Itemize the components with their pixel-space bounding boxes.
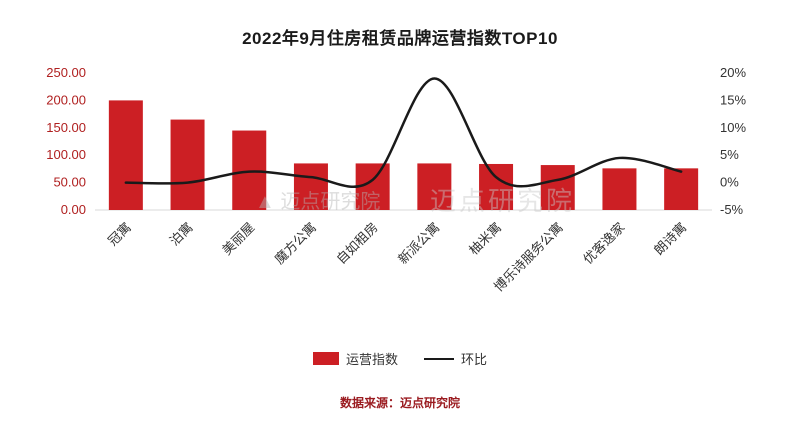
- left-axis-tick: 50.00: [53, 175, 86, 190]
- bar-swatch-icon: [312, 352, 339, 365]
- category-label-朗诗寓: 朗诗寓: [651, 220, 689, 258]
- legend: 运营指数 环比: [0, 349, 800, 368]
- bar-美丽屋: [232, 130, 267, 210]
- svg-text:▲ 迈点研究院: ▲ 迈点研究院: [255, 190, 380, 213]
- category-label-自如租房: 自如租房: [333, 220, 380, 267]
- left-axis-tick: 250.00: [46, 65, 86, 80]
- category-label-冠寓: 冠寓: [105, 220, 134, 249]
- legend-label-line: 环比: [461, 352, 488, 367]
- left-axis-tick: 150.00: [46, 120, 86, 135]
- left-axis-tick: 0.00: [61, 202, 86, 217]
- data-source-note: 数据来源：迈点研究院: [339, 396, 460, 410]
- category-label-柚米寓: 柚米寓: [466, 220, 504, 258]
- bar-博乐诗服务公寓: [540, 165, 575, 210]
- bar-冠寓: [108, 100, 143, 210]
- bar-新派公寓: [417, 163, 452, 210]
- right-axis-tick: -5%: [720, 202, 744, 217]
- right-axis-tick: 15%: [720, 92, 746, 107]
- line-swatch-icon: [424, 357, 454, 360]
- right-axis-tick: 10%: [720, 120, 746, 135]
- legend-item-mom-change: 环比: [424, 349, 487, 368]
- chart-canvas: 0.00 50.00 100.00 150.00 200.00 250.00 -5% 0% 5%…: [46, 65, 746, 294]
- bar-优客逸家: [602, 168, 637, 210]
- mom-change-line: [124, 77, 683, 189]
- bar-朗诗寓: [664, 168, 699, 210]
- category-label-泊寓: 泊寓: [167, 220, 196, 249]
- chart-title: 2022年9月住房租赁品牌运营指数TOP10: [242, 29, 558, 48]
- bar-柚米寓: [479, 163, 514, 210]
- watermark: ▲ 迈点研究院 迈点研究院: [255, 186, 575, 216]
- category-label-优客逸家: 优客逸家: [580, 220, 627, 267]
- bar-泊寓: [170, 119, 205, 210]
- right-axis-tick: 5%: [720, 147, 739, 162]
- category-label-美丽屋: 美丽屋: [219, 220, 257, 258]
- category-label-新派公寓: 新派公寓: [395, 220, 442, 267]
- left-axis-tick: 200.00: [46, 92, 86, 107]
- svg-text:迈点研究院: 迈点研究院: [430, 186, 575, 216]
- category-label-魔方公寓: 魔方公寓: [272, 220, 319, 267]
- bar-魔方公寓: [293, 163, 328, 210]
- legend-label-bar: 运营指数: [345, 352, 398, 367]
- right-axis-tick: 20%: [720, 65, 746, 80]
- left-axis-tick: 100.00: [46, 147, 86, 162]
- legend-item-operation-index: 运营指数: [312, 349, 398, 368]
- right-axis-tick: 0%: [720, 175, 739, 190]
